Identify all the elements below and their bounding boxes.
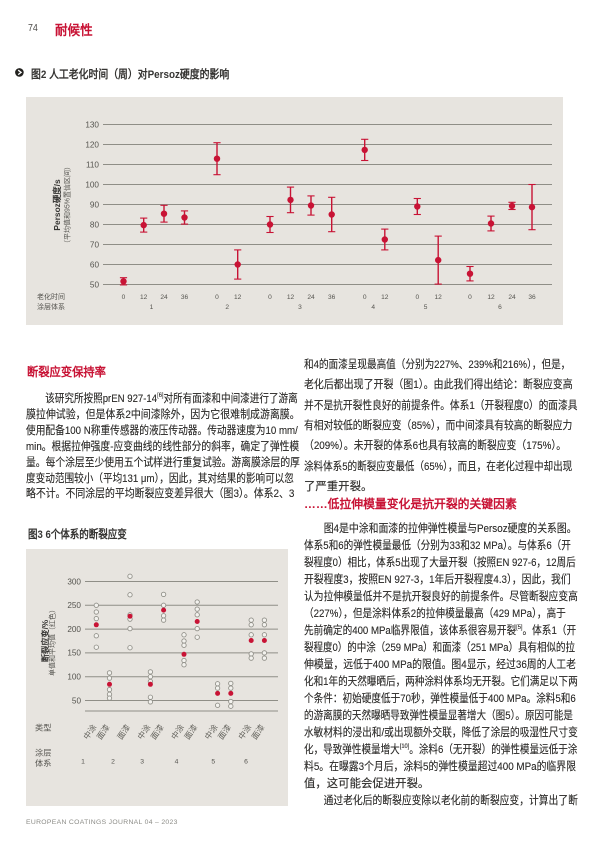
svg-text:90: 90 — [90, 200, 100, 209]
svg-text:（平均值和95%置信区间）: （平均值和95%置信区间） — [63, 163, 72, 247]
svg-text:12: 12 — [140, 294, 148, 301]
svg-text:12: 12 — [287, 294, 295, 301]
svg-text:130: 130 — [85, 120, 99, 129]
svg-text:12: 12 — [381, 294, 389, 301]
svg-text:12: 12 — [435, 294, 443, 301]
svg-text:4: 4 — [371, 304, 375, 311]
svg-text:1: 1 — [150, 304, 154, 311]
svg-text:250: 250 — [67, 601, 81, 610]
svg-text:12: 12 — [234, 294, 242, 301]
svg-text:36: 36 — [181, 294, 189, 301]
svg-text:12: 12 — [487, 294, 495, 301]
svg-text:200: 200 — [67, 625, 81, 634]
svg-text:老化时间: 老化时间 — [37, 292, 65, 301]
svg-text:Persoz硬度/s: Persoz硬度/s — [52, 179, 62, 231]
svg-text:50: 50 — [90, 280, 100, 289]
svg-text:70: 70 — [90, 240, 100, 249]
svg-text:0: 0 — [122, 294, 126, 301]
svg-text:24: 24 — [160, 294, 168, 301]
svg-text:0: 0 — [415, 294, 419, 301]
svg-text:5: 5 — [424, 304, 428, 311]
svg-text:3: 3 — [298, 304, 302, 311]
svg-text:类型: 类型 — [35, 723, 51, 733]
svg-text:0: 0 — [268, 294, 272, 301]
svg-text:0: 0 — [363, 294, 367, 301]
svg-text:24: 24 — [307, 294, 315, 301]
svg-text:2: 2 — [111, 759, 115, 766]
svg-text:36: 36 — [528, 294, 536, 301]
svg-text:60: 60 — [90, 260, 100, 269]
svg-text:50: 50 — [72, 696, 82, 705]
svg-text:300: 300 — [67, 577, 81, 586]
svg-text:涂层体系: 涂层体系 — [37, 302, 65, 311]
svg-text:涂层: 涂层 — [35, 748, 51, 758]
svg-text:1: 1 — [81, 759, 85, 766]
svg-text:断裂应变/%: 断裂应变/% — [40, 619, 50, 662]
svg-text:100: 100 — [67, 673, 81, 682]
svg-text:5: 5 — [211, 759, 215, 766]
svg-text:100: 100 — [85, 180, 99, 189]
svg-text:体系: 体系 — [35, 758, 51, 768]
svg-text:120: 120 — [85, 140, 99, 149]
svg-text:0: 0 — [468, 294, 472, 301]
svg-text:4: 4 — [175, 759, 179, 766]
svg-text:150: 150 — [67, 649, 81, 658]
svg-text:24: 24 — [508, 294, 516, 301]
svg-text:2: 2 — [225, 304, 229, 311]
svg-text:6: 6 — [244, 759, 248, 766]
svg-text:36: 36 — [328, 294, 336, 301]
svg-text:6: 6 — [498, 304, 502, 311]
svg-text:80: 80 — [90, 220, 100, 229]
svg-text:3: 3 — [140, 759, 144, 766]
svg-text:单值和平均值（红色）: 单值和平均值（红色） — [48, 606, 57, 676]
svg-text:0: 0 — [215, 294, 219, 301]
svg-text:110: 110 — [86, 160, 99, 169]
